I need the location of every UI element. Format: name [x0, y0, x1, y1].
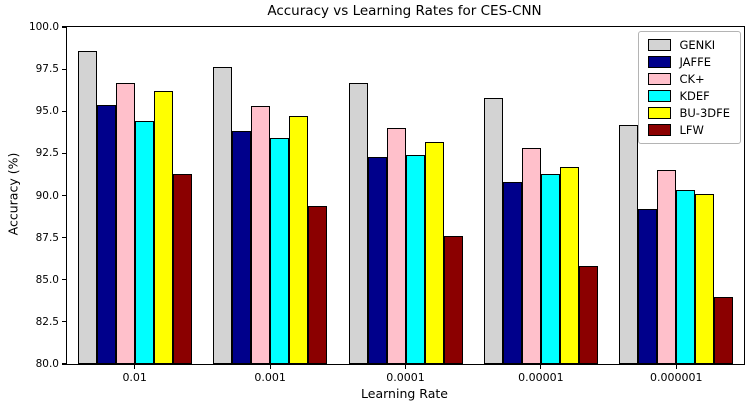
legend-label-genki: GENKI [679, 38, 716, 52]
legend-label-kdef: KDEF [679, 89, 710, 103]
bar-jaffe-0-000001 [638, 208, 658, 364]
legend-swatch-bu-3dfe [648, 107, 672, 119]
y-tick [62, 152, 67, 154]
x-axis-label: Learning Rate [361, 386, 448, 401]
y-tick-label: 90.0 [35, 189, 59, 202]
y-tick-label: 95.0 [35, 105, 59, 118]
legend-label-lfw: LFW [679, 123, 704, 137]
bar-lfw-0-01 [172, 173, 192, 364]
bar-genki-0-0001 [348, 82, 368, 364]
legend-label-bu-3dfe: BU-3DFE [679, 106, 730, 120]
x-tick [134, 364, 136, 369]
legend-swatch-lfw [648, 124, 672, 136]
bar-genki-0-000001 [619, 124, 639, 364]
y-tick-label: 92.5 [35, 147, 59, 160]
bar-ck-0-001 [251, 106, 271, 364]
legend-item-genki: GENKI [648, 38, 730, 52]
x-tick-label-0-00001: 0.00001 [518, 371, 564, 384]
bar-genki-0-01 [77, 50, 97, 364]
bar-lfw-0-0001 [443, 235, 463, 364]
legend-item-ck-plus: CK+ [648, 72, 730, 86]
x-tick-label-0-0001: 0.0001 [386, 371, 425, 384]
bar-kdef-0-001 [270, 138, 290, 364]
legend: GENKI JAFFE CK+ KDEF BU-3DFE LFW [638, 31, 741, 144]
bar-ck-0-00001 [521, 148, 541, 364]
x-tick-label-0-001: 0.001 [254, 371, 286, 384]
bar-bu-3dfe-0-00001 [559, 166, 579, 364]
bar-kdef-0-01 [134, 121, 154, 364]
bar-jaffe-0-01 [96, 104, 116, 364]
legend-item-jaffe: JAFFE [648, 55, 730, 69]
bar-ck-0-0001 [386, 128, 406, 364]
chart-title: Accuracy vs Learning Rates for CES-CNN [267, 3, 542, 19]
y-tick-label: 85.0 [35, 273, 59, 286]
bar-jaffe-0-00001 [502, 182, 522, 364]
legend-item-kdef: KDEF [648, 89, 730, 103]
legend-swatch-genki [648, 39, 672, 51]
y-tick [62, 321, 67, 323]
x-tick [269, 364, 271, 369]
bar-bu-3dfe-0-000001 [695, 193, 715, 364]
legend-label-ck-plus: CK+ [679, 72, 705, 86]
y-tick [62, 279, 67, 281]
y-tick [62, 110, 67, 112]
bar-kdef-0-0001 [405, 155, 425, 364]
legend-item-bu-3dfe: BU-3DFE [648, 106, 730, 120]
bar-kdef-0-00001 [540, 173, 560, 364]
bar-ck-0-000001 [657, 170, 677, 364]
x-tick-label-0-000001: 0.000001 [650, 371, 703, 384]
y-tick-label: 97.5 [35, 63, 59, 76]
y-tick [62, 26, 67, 28]
bar-lfw-0-001 [308, 205, 328, 364]
bar-lfw-0-00001 [578, 266, 598, 364]
y-tick-label: 87.5 [35, 231, 59, 244]
y-tick-label: 80.0 [35, 358, 59, 370]
x-tick [404, 364, 407, 369]
legend-item-lfw: LFW [648, 123, 730, 137]
y-tick [62, 363, 67, 365]
y-tick [62, 68, 67, 70]
y-tick-label: 100.0 [28, 21, 59, 33]
legend-swatch-kdef [648, 90, 672, 102]
y-tick [62, 237, 67, 239]
x-tick [540, 364, 542, 369]
bar-bu-3dfe-0-01 [153, 91, 173, 364]
legend-swatch-ck-plus [648, 73, 672, 85]
legend-swatch-jaffe [648, 56, 672, 68]
y-tick [62, 194, 67, 197]
bar-jaffe-0-0001 [367, 156, 387, 364]
plot-area: GENKI JAFFE CK+ KDEF BU-3DFE LFW [29, 21, 745, 384]
x-tick [675, 364, 677, 369]
bar-genki-0-001 [213, 67, 233, 364]
y-tick-label: 82.5 [35, 315, 59, 328]
bar-lfw-0-000001 [714, 296, 734, 364]
bar-ck-0-01 [115, 82, 135, 364]
bar-genki-0-00001 [483, 97, 503, 364]
bar-bu-3dfe-0-0001 [424, 141, 444, 364]
legend-label-jaffe: JAFFE [679, 55, 712, 69]
x-tick-label-0-01: 0.01 [122, 371, 147, 384]
bar-bu-3dfe-0-001 [289, 116, 309, 364]
bar-jaffe-0-001 [232, 131, 252, 364]
bar-kdef-0-000001 [676, 190, 696, 364]
